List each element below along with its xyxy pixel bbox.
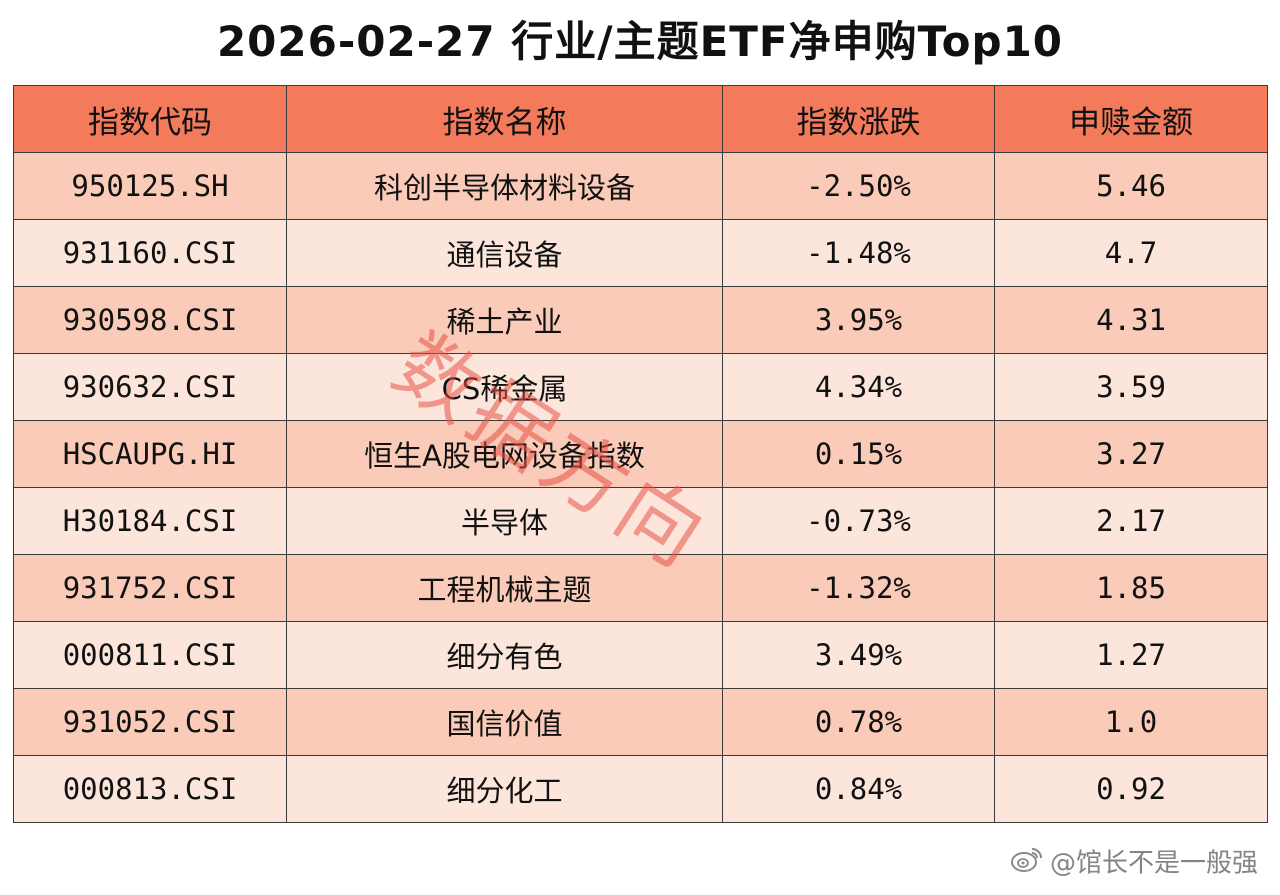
index-name-cell: CS稀金属 [286, 353, 723, 421]
index-code-cell: 931052.CSI [13, 688, 287, 756]
index-change-cell: 3.49% [722, 621, 995, 689]
table-row: 930632.CSI CS稀金属 4.34% 3.59 [13, 353, 1268, 421]
table-body: 950125.SH 科创半导体材料设备 -2.50% 5.46 931160.CSI 通信… [13, 152, 1268, 823]
index-change-cell: -0.73% [722, 487, 995, 555]
index-change-cell: -1.32% [722, 554, 995, 622]
index-code-cell: 931160.CSI [13, 219, 287, 287]
subscription-amount-cell: 2.17 [994, 487, 1268, 555]
subscription-amount-cell: 0.92 [994, 755, 1268, 823]
index-name-cell: 细分有色 [286, 621, 723, 689]
index-name-cell: 工程机械主题 [286, 554, 723, 622]
index-change-cell: -2.50% [722, 152, 995, 220]
subscription-amount-cell: 3.27 [994, 420, 1268, 488]
author-credit-text: @馆长不是一般强 [1049, 848, 1258, 879]
index-code-cell: 000811.CSI [13, 621, 287, 689]
index-code-cell: 931752.CSI [13, 554, 287, 622]
subscription-amount-cell: 3.59 [994, 353, 1268, 421]
table-header-row: 指数代码 指数名称 指数涨跌 申赎金额 [13, 85, 1268, 153]
index-code-cell: 930632.CSI [13, 353, 287, 421]
column-header-index-name: 指数名称 [286, 85, 723, 153]
table-row: 931052.CSI 国信价值 0.78% 1.0 [13, 688, 1268, 756]
author-credit: @馆长不是一般强 [1010, 845, 1258, 881]
index-name-cell: 稀土产业 [286, 286, 723, 354]
table-row: H30184.CSI 半导体 -0.73% 2.17 [13, 487, 1268, 555]
subscription-amount-cell: 1.27 [994, 621, 1268, 689]
table-row: 000813.CSI 细分化工 0.84% 0.92 [13, 755, 1268, 823]
table-row: 950125.SH 科创半导体材料设备 -2.50% 5.46 [13, 152, 1268, 220]
subscription-amount-cell: 4.7 [994, 219, 1268, 287]
table-row: HSCAUPG.HI 恒生A股电网设备指数 0.15% 3.27 [13, 420, 1268, 488]
index-code-cell: HSCAUPG.HI [13, 420, 287, 488]
column-header-subscription-amount: 申赎金额 [994, 85, 1268, 153]
index-change-cell: -1.48% [722, 219, 995, 287]
index-name-cell: 国信价值 [286, 688, 723, 756]
index-code-cell: 930598.CSI [13, 286, 287, 354]
index-change-cell: 0.84% [722, 755, 995, 823]
index-change-cell: 4.34% [722, 353, 995, 421]
table-row: 931160.CSI 通信设备 -1.48% 4.7 [13, 219, 1268, 287]
index-code-cell: H30184.CSI [13, 487, 287, 555]
index-code-cell: 000813.CSI [13, 755, 287, 823]
column-header-index-code: 指数代码 [13, 85, 287, 153]
table-row: 931752.CSI 工程机械主题 -1.32% 1.85 [13, 554, 1268, 622]
index-code-cell: 950125.SH [13, 152, 287, 220]
index-change-cell: 0.78% [722, 688, 995, 756]
index-name-cell: 恒生A股电网设备指数 [286, 420, 723, 488]
index-name-cell: 细分化工 [286, 755, 723, 823]
table-row: 930598.CSI 稀土产业 3.95% 4.31 [13, 286, 1268, 354]
index-change-cell: 3.95% [722, 286, 995, 354]
subscription-amount-cell: 4.31 [994, 286, 1268, 354]
page-title: 2026-02-27 行业/主题ETF净申购Top10 [216, 17, 1064, 66]
etf-net-subscription-table: 指数代码 指数名称 指数涨跌 申赎金额 950125.SH 科创半导体材料设备 -2.50… [13, 85, 1268, 823]
column-header-index-change: 指数涨跌 [722, 85, 995, 153]
index-name-cell: 半导体 [286, 487, 723, 555]
index-name-cell: 通信设备 [286, 219, 723, 287]
index-change-cell: 0.15% [722, 420, 995, 488]
index-name-cell: 科创半导体材料设备 [286, 152, 723, 220]
subscription-amount-cell: 5.46 [994, 152, 1268, 220]
weibo-logo-icon [1010, 845, 1044, 883]
subscription-amount-cell: 1.0 [994, 688, 1268, 756]
subscription-amount-cell: 1.85 [994, 554, 1268, 622]
table-row: 000811.CSI 细分有色 3.49% 1.27 [13, 621, 1268, 689]
